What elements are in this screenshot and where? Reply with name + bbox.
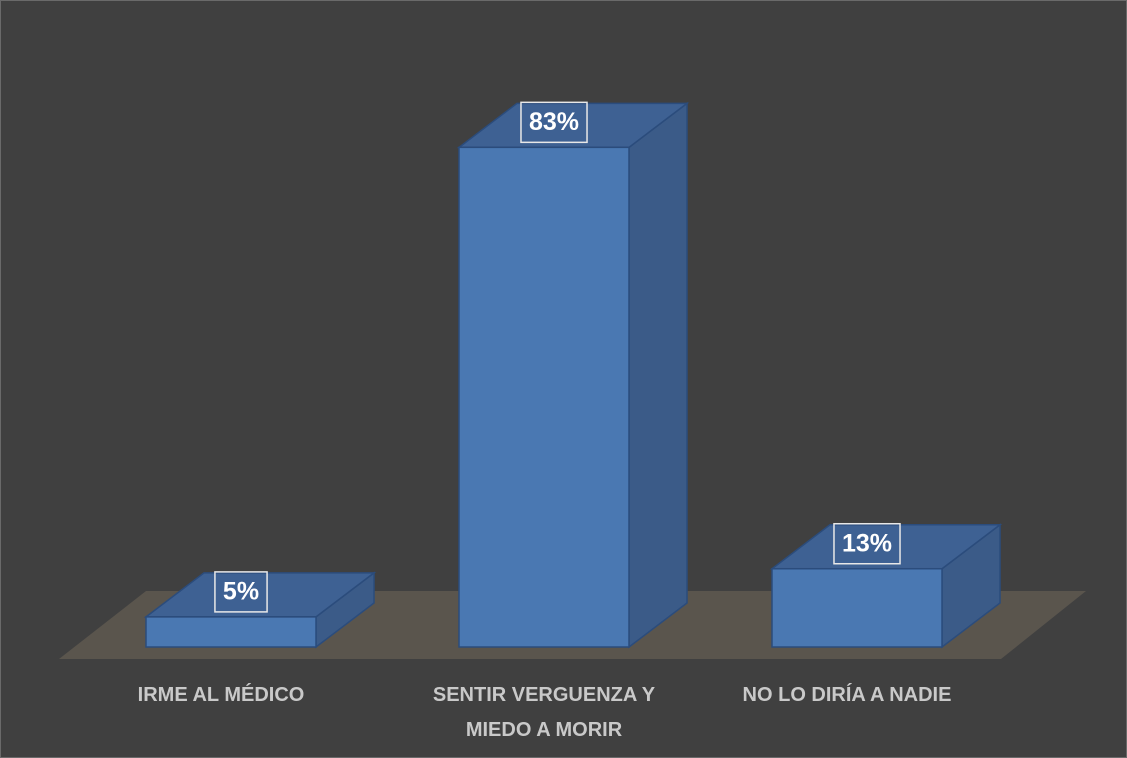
x-tick-label: NO LO DIRÍA A NADIE xyxy=(742,684,952,706)
data-label-box xyxy=(214,571,268,613)
x-tick-label: SENTIR VERGUENZA Y MIEDO A MORIR xyxy=(432,684,656,741)
data-label-box xyxy=(520,101,588,144)
data-label-box xyxy=(833,522,901,565)
data-label: 5% xyxy=(223,578,259,606)
bar xyxy=(771,567,943,648)
bar-side xyxy=(628,101,688,649)
data-label: 13% xyxy=(842,529,892,557)
bar xyxy=(145,616,317,648)
bar xyxy=(458,146,630,648)
x-tick-label: IRME AL MÉDICO xyxy=(137,684,305,706)
data-label: 83% xyxy=(529,108,579,136)
